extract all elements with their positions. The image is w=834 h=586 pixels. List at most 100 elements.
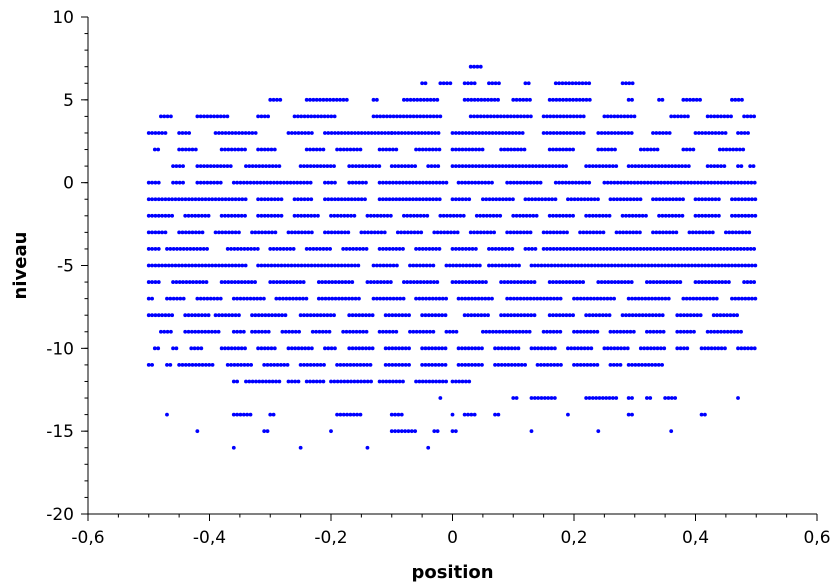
data-point [278, 280, 283, 284]
data-point [473, 280, 478, 284]
data-point [577, 280, 582, 284]
data-point [492, 114, 497, 119]
data-point [718, 247, 723, 251]
data-point [713, 213, 718, 218]
data-point [467, 280, 472, 284]
data-point [262, 197, 267, 202]
data-point [691, 97, 696, 102]
data-point [514, 131, 518, 135]
data-point [312, 114, 317, 119]
data-point [573, 81, 578, 86]
data-point [268, 247, 273, 251]
data-point [625, 247, 630, 251]
data-point [675, 329, 680, 334]
data-point [554, 280, 559, 284]
data-point [430, 363, 435, 367]
data-point [328, 247, 332, 251]
data-point [217, 263, 221, 268]
data-point [669, 180, 674, 185]
data-point [596, 147, 601, 152]
data-point [612, 114, 617, 119]
data-point [492, 97, 497, 102]
data-point [331, 97, 336, 102]
data-point [516, 363, 521, 367]
data-point [740, 213, 744, 218]
data-point [400, 346, 405, 351]
data-point [185, 247, 189, 251]
data-point [710, 197, 715, 202]
data-point [324, 329, 329, 334]
data-point [272, 363, 277, 367]
data-point [202, 114, 206, 119]
data-point [703, 346, 707, 351]
data-point [414, 197, 419, 202]
data-point [618, 197, 623, 202]
data-point [662, 180, 667, 185]
data-point [561, 230, 566, 235]
data-point [507, 164, 512, 169]
data-point [344, 329, 349, 334]
data-point [212, 296, 216, 301]
data-point [370, 313, 375, 318]
data-point [201, 280, 206, 284]
data-point [684, 296, 689, 301]
data-point [643, 263, 647, 268]
data-point [269, 147, 274, 152]
data-point [393, 346, 398, 351]
data-point [498, 114, 503, 119]
data-point [237, 131, 241, 135]
data-point [551, 280, 555, 284]
data-point [318, 97, 322, 102]
data-point [615, 329, 620, 334]
data-point [286, 131, 291, 135]
data-point [563, 81, 568, 86]
data-point [255, 180, 260, 185]
data-point [170, 197, 175, 202]
data-point [645, 147, 650, 152]
data-point [612, 296, 616, 301]
data-point [181, 296, 186, 301]
data-point [332, 213, 337, 218]
data-point [525, 230, 530, 235]
data-point [452, 230, 457, 235]
data-point [342, 213, 347, 218]
data-point [444, 329, 449, 334]
data-point [293, 346, 298, 351]
data-point [384, 263, 389, 268]
data-point [604, 213, 609, 218]
data-point [200, 263, 205, 268]
data-point [253, 313, 258, 318]
data-point [693, 131, 698, 135]
data-point [450, 247, 455, 251]
data-point [412, 97, 416, 102]
data-point [266, 114, 271, 119]
data-point [315, 313, 320, 318]
data-point [421, 180, 425, 185]
data-point [470, 147, 475, 152]
data-point [259, 213, 264, 218]
data-point [323, 180, 327, 185]
data-point [309, 346, 314, 351]
data-point [241, 180, 246, 185]
data-point [424, 147, 428, 152]
data-point [628, 247, 633, 251]
data-point [749, 346, 754, 351]
data-point [562, 263, 567, 268]
data-point [421, 329, 426, 334]
data-point [580, 180, 585, 185]
data-point [170, 213, 175, 218]
data-point [296, 131, 301, 135]
data-point [334, 97, 339, 102]
data-point [196, 197, 201, 202]
data-point [217, 313, 221, 318]
data-point [250, 329, 254, 334]
data-point [586, 263, 591, 268]
data-point [351, 363, 356, 367]
data-point [318, 164, 323, 169]
data-point [260, 379, 265, 384]
data-point [318, 247, 322, 251]
data-point [540, 164, 545, 169]
data-point [364, 164, 368, 169]
data-point [152, 346, 157, 351]
data-point [326, 197, 331, 202]
